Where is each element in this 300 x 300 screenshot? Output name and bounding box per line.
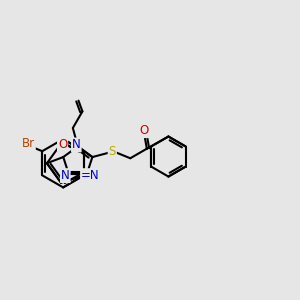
Text: N: N xyxy=(72,139,81,152)
Text: =N: =N xyxy=(81,169,100,182)
Text: O: O xyxy=(140,124,149,137)
Text: Br: Br xyxy=(22,137,35,150)
Text: S: S xyxy=(109,145,116,158)
Text: O: O xyxy=(58,138,67,151)
Text: N: N xyxy=(61,169,70,182)
